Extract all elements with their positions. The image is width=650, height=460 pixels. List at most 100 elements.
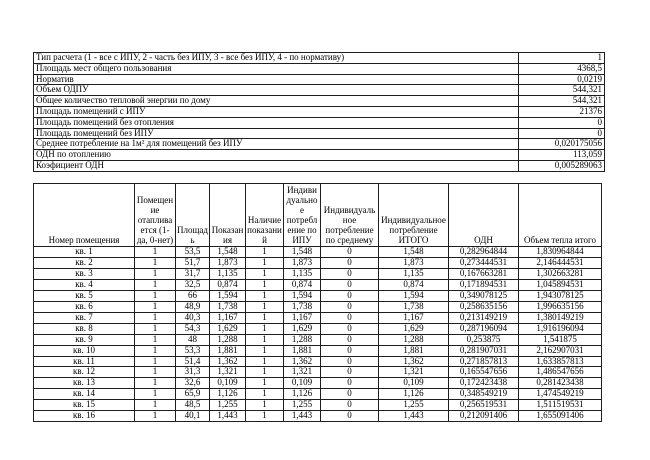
apartment-number-cell: кв. 3 bbox=[33, 268, 135, 281]
apartment-value-cell: 1,916196094 bbox=[518, 322, 602, 335]
table-row: кв. 14 1 65,9 1,126 1 1,126 0 1,126 0,348549219 1… bbox=[33, 388, 602, 401]
apartment-value-cell: 1,738 bbox=[209, 301, 246, 313]
apartment-value-cell: 1,362 bbox=[283, 355, 321, 368]
apartment-value-cell: 1,738 bbox=[378, 301, 449, 313]
apartments-header-cell: Индивидуальное потребление ИТОГО bbox=[378, 182, 449, 248]
apartment-value-cell: 1,443 bbox=[378, 410, 449, 422]
apartment-value-cell: 0,213149219 bbox=[448, 311, 519, 324]
apartment-value-cell: 0 bbox=[320, 366, 379, 379]
apartment-value-cell: 1,167 bbox=[209, 311, 246, 324]
table-row: кв. 8 1 54,3 1,629 1 1,629 0 1,629 0,287196094 1,… bbox=[33, 322, 602, 335]
summary-label-cell: Среднее потребление на 1м² для помещений… bbox=[33, 138, 519, 151]
apartment-value-cell: 0 bbox=[320, 301, 379, 313]
apartments-header-cell: Индивидуальное потребление по ИПУ bbox=[283, 182, 321, 248]
apartment-value-cell: 0 bbox=[320, 377, 379, 390]
apartment-value-cell: 0,253875 bbox=[448, 333, 519, 346]
summary-value-cell: 0,0219 bbox=[518, 73, 605, 86]
summary-value-cell: 0,005289063 bbox=[518, 159, 605, 172]
apartment-value-cell: 1 bbox=[134, 257, 176, 270]
apartment-value-cell: 1,881 bbox=[209, 344, 246, 357]
apartment-number-cell: кв. 8 bbox=[33, 322, 135, 335]
apartment-value-cell: 1,321 bbox=[209, 366, 246, 379]
summary-value-cell: 0,020175056 bbox=[518, 138, 605, 151]
apartment-number-cell: кв. 2 bbox=[33, 257, 135, 270]
apartment-value-cell: 40,3 bbox=[175, 311, 210, 324]
summary-row: Площадь помещений с ИПУ 21376 bbox=[33, 105, 605, 118]
apartment-value-cell: 32,6 bbox=[175, 377, 210, 390]
apartment-value-cell: 1,873 bbox=[378, 257, 449, 270]
apartment-value-cell: 1,288 bbox=[378, 333, 449, 346]
apartments-header-cell: ОДН bbox=[448, 182, 519, 248]
apartment-number-cell: кв. 5 bbox=[33, 290, 135, 302]
apartment-value-cell: 1,380149219 bbox=[518, 311, 602, 324]
summary-label-cell: Площадь мест общего пользования bbox=[33, 62, 519, 75]
apartment-value-cell: 0 bbox=[320, 290, 379, 302]
apartment-value-cell: 1 bbox=[134, 246, 176, 259]
apartment-value-cell: 1 bbox=[134, 377, 176, 390]
apartment-value-cell: 1,443 bbox=[209, 410, 246, 422]
apartment-value-cell: 1,548 bbox=[378, 246, 449, 259]
apartment-value-cell: 1,873 bbox=[283, 257, 321, 270]
apartment-value-cell: 1 bbox=[134, 301, 176, 313]
table-row: кв. 7 1 40,3 1,167 1 1,167 0 1,167 0,213149219 1,… bbox=[33, 311, 602, 324]
apartment-value-cell: 1,167 bbox=[283, 311, 321, 324]
apartment-value-cell: 1 bbox=[245, 388, 284, 401]
apartment-value-cell: 1,548 bbox=[209, 246, 246, 259]
apartment-value-cell: 1 bbox=[245, 311, 284, 324]
apartment-value-cell: 0 bbox=[320, 246, 379, 259]
apartments-header-row: Номер помещения Помещение отапливается (1… bbox=[33, 182, 602, 248]
table-row: кв. 4 1 32,5 0,874 1 0,874 0 0,874 0,171894531 1,… bbox=[33, 279, 602, 292]
table-row: кв. 6 1 48,9 1,738 1 1,738 0 1,738 0,258635156 1,… bbox=[33, 301, 602, 313]
summary-row: Тип расчета (1 - все с ИПУ, 2 - часть бе… bbox=[33, 52, 605, 64]
table-row: кв. 13 1 32,6 0,109 1 0,109 0 0,109 0,172423438 0… bbox=[33, 377, 602, 390]
apartment-value-cell: 1,126 bbox=[378, 388, 449, 401]
apartment-value-cell: 1,943078125 bbox=[518, 290, 602, 302]
table-row: кв. 1 1 53,5 1,548 1 1,548 0 1,548 0,282964844 1,… bbox=[33, 246, 602, 259]
table-row: кв. 2 1 51,7 1,873 1 1,873 0 1,873 0,273444531 2,… bbox=[33, 257, 602, 270]
apartment-value-cell: 1,362 bbox=[209, 355, 246, 368]
apartment-value-cell: 1 bbox=[134, 344, 176, 357]
table-row: кв. 15 1 48,5 1,255 1 1,255 0 1,255 0,256519531 1… bbox=[33, 399, 602, 412]
table-row: кв. 10 1 53,3 1,881 1 1,881 0 1,881 0,281907031 2… bbox=[33, 344, 602, 357]
apartment-value-cell: 0 bbox=[320, 410, 379, 422]
apartment-value-cell: 0 bbox=[320, 322, 379, 335]
apartment-value-cell: 1,830964844 bbox=[518, 246, 602, 259]
summary-table: Тип расчета (1 - все с ИПУ, 2 - часть бе… bbox=[33, 52, 605, 172]
summary-label-cell: Общее количество тепловой энергии по дом… bbox=[33, 95, 519, 107]
apartment-value-cell: 1,594 bbox=[209, 290, 246, 302]
summary-label-cell: Норматив bbox=[33, 73, 519, 86]
apartment-number-cell: кв. 14 bbox=[33, 388, 135, 401]
apartment-value-cell: 1,443 bbox=[283, 410, 321, 422]
apartment-value-cell: 66 bbox=[175, 290, 210, 302]
apartment-value-cell: 1 bbox=[134, 279, 176, 292]
apartment-value-cell: 1,135 bbox=[283, 268, 321, 281]
apartments-header-cell: Номер помещения bbox=[33, 182, 135, 248]
apartment-value-cell: 1 bbox=[134, 399, 176, 412]
summary-label-cell: Площадь помещений без ИПУ bbox=[33, 127, 519, 140]
apartment-value-cell: 1,126 bbox=[209, 388, 246, 401]
apartment-value-cell: 65,9 bbox=[175, 388, 210, 401]
apartment-value-cell: 0,271857813 bbox=[448, 355, 519, 368]
summary-value-cell: 0 bbox=[518, 127, 605, 140]
apartments-header-cell: Помещение отапливается (1-да, 0-нет) bbox=[134, 182, 176, 248]
apartment-number-cell: кв. 13 bbox=[33, 377, 135, 390]
apartment-value-cell: 1,362 bbox=[378, 355, 449, 368]
apartment-value-cell: 1,996635156 bbox=[518, 301, 602, 313]
apartment-value-cell: 1,135 bbox=[209, 268, 246, 281]
apartment-value-cell: 0 bbox=[320, 311, 379, 324]
summary-row: Коэфициент ОДН 0,005289063 bbox=[33, 159, 605, 172]
summary-label-cell: Коэфициент ОДН bbox=[33, 159, 519, 172]
apartment-value-cell: 1,288 bbox=[283, 333, 321, 346]
summary-label-cell: Тип расчета (1 - все с ИПУ, 2 - часть бе… bbox=[33, 52, 519, 64]
apartment-value-cell: 0 bbox=[320, 388, 379, 401]
apartment-value-cell: 1 bbox=[134, 333, 176, 346]
summary-row: Площадь помещений без отопления 0 bbox=[33, 116, 605, 129]
apartment-value-cell: 0,874 bbox=[283, 279, 321, 292]
summary-row: ОДН по отоплению 113,059 bbox=[33, 149, 605, 161]
apartment-value-cell: 0 bbox=[320, 268, 379, 281]
summary-table-body: Тип расчета (1 - все с ИПУ, 2 - часть бе… bbox=[33, 52, 605, 172]
apartment-value-cell: 0,281423438 bbox=[518, 377, 602, 390]
summary-value-cell: 544,321 bbox=[518, 84, 605, 97]
apartment-number-cell: кв. 6 bbox=[33, 301, 135, 313]
